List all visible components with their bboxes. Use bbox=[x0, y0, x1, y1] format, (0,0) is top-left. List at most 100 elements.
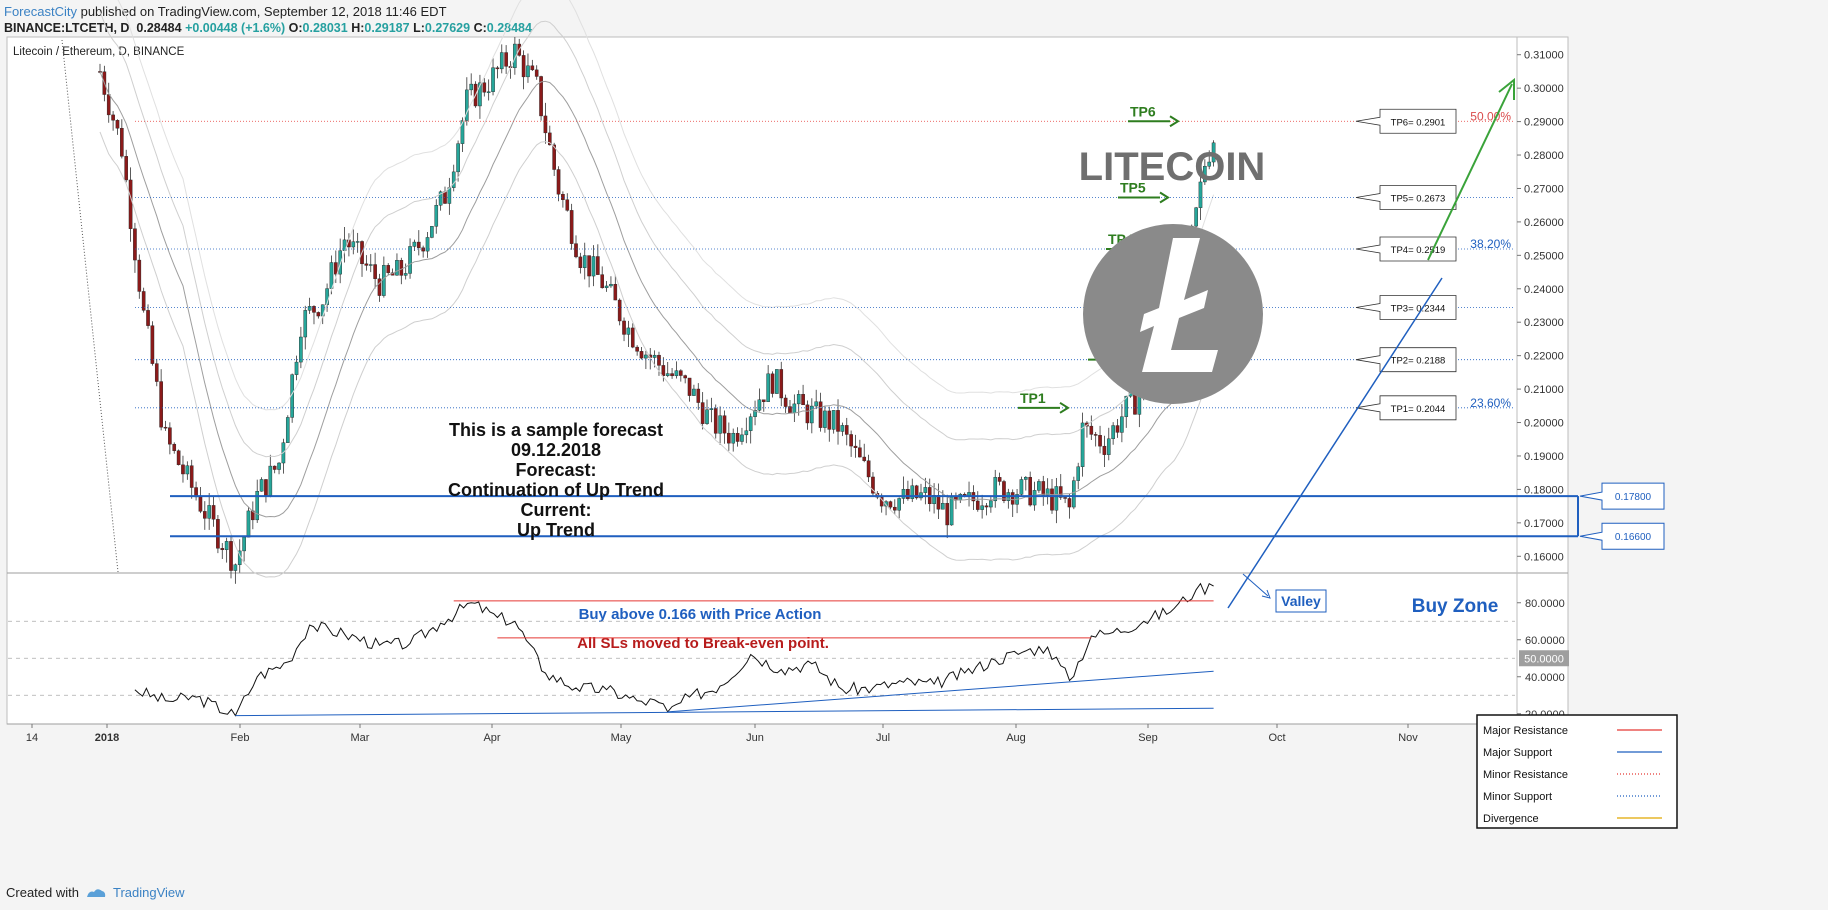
tradingview-link[interactable]: TradingView bbox=[112, 885, 185, 900]
candle-body bbox=[111, 114, 115, 121]
candle-body bbox=[687, 377, 692, 396]
fib-level-label: 38.20% bbox=[1470, 237, 1511, 251]
published-text: published on TradingView.com, September … bbox=[80, 4, 447, 19]
chart-title: Litecoin / Ethereum, D, BINANCE bbox=[13, 46, 185, 58]
tp-callout-label: TP5= 0.2673 bbox=[1391, 193, 1446, 204]
rsi-support-trendline bbox=[667, 670, 1214, 713]
time-tick-label: Jun bbox=[746, 732, 764, 744]
candle-body bbox=[683, 375, 687, 379]
tp-arrow-head bbox=[1169, 115, 1180, 128]
candle-body bbox=[460, 120, 465, 144]
candle-body bbox=[949, 496, 954, 526]
candle-body bbox=[216, 519, 220, 549]
candle-body bbox=[285, 417, 290, 443]
candle-body bbox=[303, 310, 308, 338]
candle-body bbox=[1019, 479, 1024, 495]
candle-body bbox=[185, 465, 190, 475]
candle-body bbox=[543, 115, 548, 134]
rsi-line bbox=[134, 582, 1214, 717]
candle-body bbox=[526, 65, 530, 78]
valley-box bbox=[1275, 589, 1327, 613]
candle-body bbox=[753, 410, 757, 417]
price-tick-label: 0.24000 bbox=[1524, 284, 1564, 296]
candle-body bbox=[888, 501, 893, 508]
candle-body bbox=[1080, 422, 1085, 467]
candle-body bbox=[425, 237, 430, 252]
candle-body bbox=[600, 274, 605, 289]
candle-body bbox=[334, 262, 338, 275]
candle-body bbox=[172, 443, 177, 451]
candle-body bbox=[613, 283, 618, 301]
candle-body bbox=[364, 263, 369, 266]
candle-body bbox=[980, 505, 984, 510]
candle-body bbox=[1124, 395, 1129, 417]
candle-body bbox=[661, 365, 666, 376]
legend-item-label: Major Resistance bbox=[1483, 725, 1568, 737]
price-tick-label: 0.19000 bbox=[1524, 451, 1564, 463]
candle-body bbox=[1120, 416, 1124, 433]
candle-body bbox=[299, 336, 303, 363]
candle-body bbox=[189, 465, 194, 488]
rsi-current-label: 50.0000 bbox=[1524, 653, 1564, 665]
buy-zone-callout-box bbox=[1579, 522, 1665, 550]
forecast-note-line: Current: bbox=[521, 500, 592, 520]
candle-body bbox=[1076, 466, 1081, 481]
candle-body bbox=[561, 194, 565, 200]
publisher-link[interactable]: ForecastCity bbox=[4, 4, 77, 19]
candle-body bbox=[491, 67, 495, 92]
candle-body bbox=[233, 564, 238, 571]
candle-body bbox=[128, 179, 133, 229]
candle-body bbox=[700, 402, 705, 424]
candle-body bbox=[268, 465, 273, 496]
candle-body bbox=[1207, 161, 1212, 167]
candle-body bbox=[412, 241, 417, 247]
candle-body bbox=[757, 399, 762, 411]
tp-callout-box bbox=[1355, 108, 1457, 134]
buy-zone-callout-label: 0.16600 bbox=[1615, 532, 1652, 543]
candle-body bbox=[770, 373, 775, 394]
candle-body bbox=[692, 388, 696, 396]
candle-body bbox=[1041, 481, 1046, 496]
candle-body bbox=[582, 255, 587, 268]
candle-body bbox=[892, 506, 897, 511]
candle-body bbox=[465, 89, 469, 121]
projection-arrow bbox=[1427, 83, 1513, 261]
candle-body bbox=[823, 410, 827, 428]
time-tick-label: 2018 bbox=[95, 732, 119, 744]
projection-arrow-head bbox=[1498, 77, 1515, 100]
candle-body bbox=[596, 256, 600, 275]
legend-item-label: Minor Resistance bbox=[1483, 769, 1568, 781]
candle-body bbox=[766, 373, 770, 402]
candle-body bbox=[469, 83, 473, 91]
price-tick-label: 0.17000 bbox=[1524, 518, 1564, 530]
price-tick-label: 0.18000 bbox=[1524, 484, 1564, 496]
candle-body bbox=[1093, 434, 1098, 436]
candle-body bbox=[731, 432, 736, 444]
candle-body bbox=[548, 132, 552, 146]
candle-body bbox=[941, 503, 945, 510]
candle-body bbox=[168, 427, 172, 445]
candle-body bbox=[203, 511, 207, 519]
candle-body bbox=[923, 487, 928, 493]
candle-body bbox=[373, 264, 377, 279]
tp-callout-box bbox=[1355, 185, 1457, 210]
candle-body bbox=[836, 410, 840, 432]
candle-body bbox=[652, 354, 657, 358]
chart-canvas[interactable]: 0.31000 0.30000 0.29000 0.28000 0.27000 0.260… bbox=[0, 0, 1828, 880]
price-tick-label: 0.20000 bbox=[1524, 418, 1564, 430]
candle-body bbox=[1072, 480, 1076, 508]
candle-body bbox=[840, 425, 845, 432]
tp-callout-box bbox=[1355, 395, 1457, 421]
candle-body bbox=[587, 255, 591, 277]
candle-body bbox=[604, 285, 609, 289]
buy-note: Buy above 0.166 with Price Action bbox=[579, 606, 822, 623]
candle-body bbox=[499, 52, 504, 70]
candle-body bbox=[277, 462, 281, 470]
candle-body bbox=[1211, 142, 1216, 163]
candle-body bbox=[906, 488, 910, 499]
price-tick-label: 0.23000 bbox=[1524, 317, 1564, 329]
candle-body bbox=[539, 76, 543, 117]
price-tick-label: 0.30000 bbox=[1524, 83, 1564, 95]
candle-body bbox=[416, 241, 421, 249]
candle-body bbox=[705, 409, 709, 424]
